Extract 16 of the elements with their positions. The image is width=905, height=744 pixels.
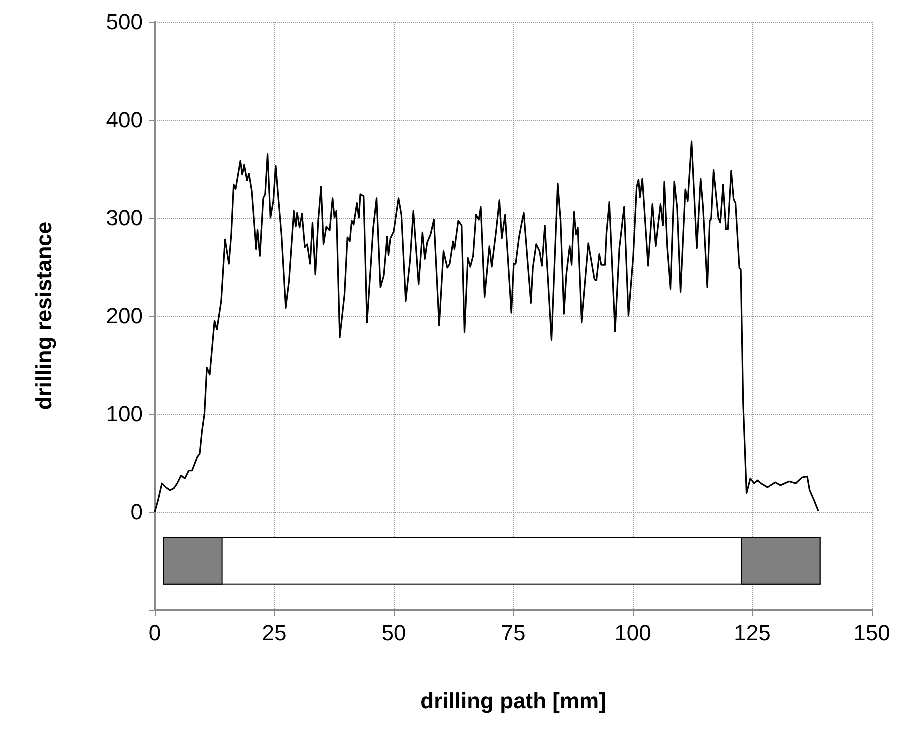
y-tick-label: 400	[106, 108, 143, 132]
y-tick-label: 100	[106, 402, 143, 426]
line-series	[154, 140, 820, 513]
x-tick-label: 0	[148, 620, 162, 646]
y-tick-label: 0	[130, 500, 143, 524]
x-tick-label: 125	[734, 620, 771, 646]
x-tick-label: 25	[262, 620, 287, 646]
x-axis-title: drilling path [mm]	[420, 688, 606, 714]
y-tick-label: 200	[106, 304, 143, 328]
x-tick-label: 150	[854, 620, 890, 646]
x-tick-label: 100	[614, 620, 652, 646]
y-axis-title: drilling resistance	[32, 222, 56, 410]
x-tick-label: 75	[501, 620, 526, 646]
y-tick-label: 500	[106, 10, 143, 34]
x-tick-label: 50	[382, 620, 406, 646]
y-tick-label: 300	[106, 206, 143, 230]
